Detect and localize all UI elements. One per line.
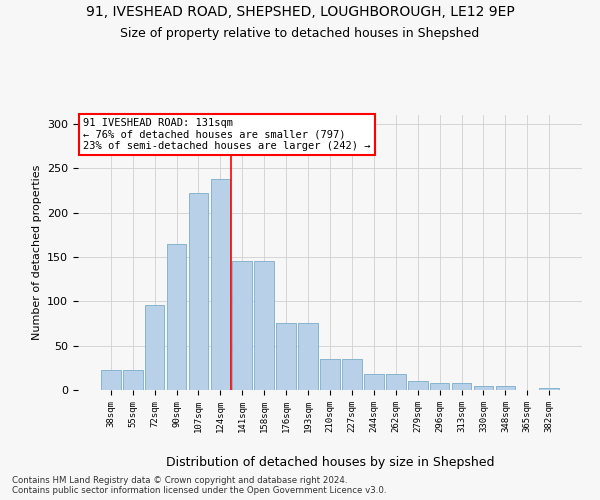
Bar (452, 383, 472, 390)
Text: Size of property relative to detached houses in Shepshed: Size of property relative to detached ho… (121, 28, 479, 40)
Bar (145, 305, 164, 390)
Bar (101, 370, 121, 390)
Text: 91, IVESHEAD ROAD, SHEPSHED, LOUGHBOROUGH, LE12 9EP: 91, IVESHEAD ROAD, SHEPSHED, LOUGHBOROUG… (86, 5, 514, 19)
Bar (364, 374, 384, 390)
Bar (342, 359, 362, 390)
Bar (298, 324, 318, 390)
Bar (386, 374, 406, 390)
Bar (430, 383, 449, 390)
Y-axis label: Number of detached properties: Number of detached properties (32, 165, 41, 340)
Text: 91 IVESHEAD ROAD: 131sqm
← 76% of detached houses are smaller (797)
23% of semi-: 91 IVESHEAD ROAD: 131sqm ← 76% of detach… (83, 118, 371, 151)
Bar (408, 381, 428, 390)
Bar (188, 193, 208, 390)
Bar (320, 359, 340, 390)
Bar (539, 388, 559, 390)
Bar (232, 262, 252, 390)
Bar (167, 244, 187, 390)
Text: Contains HM Land Registry data © Crown copyright and database right 2024.
Contai: Contains HM Land Registry data © Crown c… (12, 476, 386, 495)
Bar (254, 262, 274, 390)
Bar (276, 324, 296, 390)
Bar (123, 370, 143, 390)
Bar (496, 386, 515, 390)
Bar (473, 386, 493, 390)
Text: Distribution of detached houses by size in Shepshed: Distribution of detached houses by size … (166, 456, 494, 469)
Bar (211, 179, 230, 390)
